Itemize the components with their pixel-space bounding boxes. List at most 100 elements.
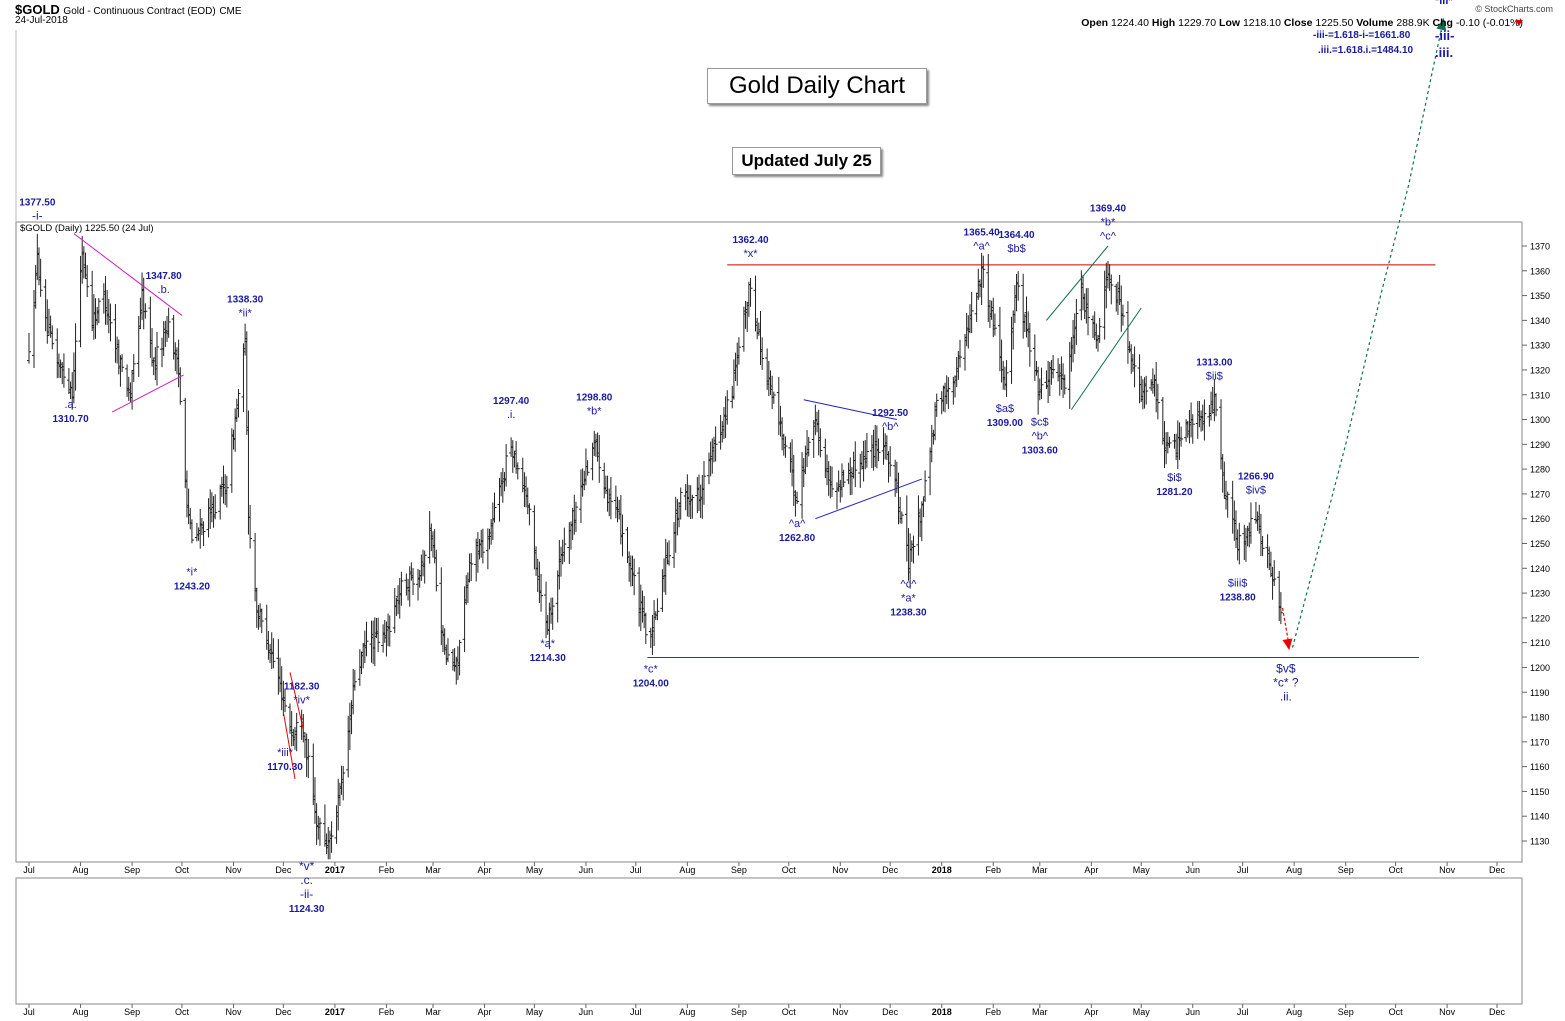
y-tick-label: 1360 <box>1530 266 1550 276</box>
x-tick-label: Sep <box>124 1007 140 1017</box>
y-tick-label: 1230 <box>1530 589 1550 599</box>
wave-annotation-label: $i$ <box>1167 472 1182 484</box>
ohlc-bar <box>736 337 741 365</box>
wave-annotation-label: 1238.80 <box>1220 592 1257 603</box>
ohlc-bar <box>992 313 997 336</box>
x-tick-label: 2018 <box>932 865 952 875</box>
x-tick-label: Nov <box>1439 865 1456 875</box>
y-tick-label: 1180 <box>1530 713 1549 723</box>
ohlc-bar <box>61 353 66 388</box>
y-tick-label: 1290 <box>1530 440 1550 450</box>
x-tick-label: Nov <box>1439 1007 1456 1017</box>
x-tick-label: Oct <box>175 1007 190 1017</box>
x-tick-label: Mar <box>425 1007 441 1017</box>
ohlc-bar <box>1179 426 1184 447</box>
x-tick-label: Sep <box>731 865 747 875</box>
x-tick-label: Aug <box>1286 865 1302 875</box>
stockcharts-credit[interactable]: © StockCharts.com <box>1475 4 1553 14</box>
ohlc-bar <box>958 339 963 368</box>
ohlc-bar <box>387 615 392 647</box>
x-tick-label: May <box>526 865 544 875</box>
x-tick-label: Dec <box>275 1007 292 1017</box>
y-tick-label: 1160 <box>1530 762 1549 772</box>
wave-annotation-label: 1313.00 <box>1196 357 1233 368</box>
ohlc-bar <box>678 487 683 520</box>
ohlc-bar <box>38 258 43 297</box>
ohlc-bar <box>364 621 369 657</box>
ohlc-bar <box>515 462 520 480</box>
wave-annotation-label: 1377.50 <box>19 197 56 208</box>
x-tick-label: Jul <box>1237 865 1249 875</box>
y-tick-label: 1150 <box>1530 787 1549 797</box>
y-tick-label: 1130 <box>1530 837 1549 847</box>
x-tick-label: Feb <box>986 865 1002 875</box>
wave-annotation-label: 1124.30 <box>289 904 325 915</box>
ohlc-bar <box>1167 436 1172 448</box>
ohlc-bar <box>969 292 974 333</box>
ohlc-bar <box>294 712 299 752</box>
x-tick-label: Mar <box>1032 1007 1048 1017</box>
x-tick-label: Aug <box>679 865 695 875</box>
x-tick-label: Apr <box>478 865 492 875</box>
x-tick-label: Oct <box>175 865 190 875</box>
wave-annotation-label: 1281.20 <box>1156 487 1193 498</box>
x-tick-label: Aug <box>73 865 89 875</box>
x-tick-label: Dec <box>882 1007 899 1017</box>
ohlc-bar <box>1278 592 1283 625</box>
wave-annotation-label: -i- <box>32 208 43 222</box>
volume-label: Volume <box>1356 17 1394 29</box>
ohlc-bar <box>829 466 834 497</box>
ohlc-bar <box>1260 535 1265 557</box>
wave-annotation-label: .a. <box>64 399 76 411</box>
wave-annotation-label: .i. <box>507 409 516 421</box>
volume-value: 288.9K <box>1396 17 1430 29</box>
wave-annotation-label: 1262.80 <box>779 533 816 544</box>
ohlc-bar <box>853 441 858 488</box>
chart-date: 24-Jul-2018 <box>15 15 68 26</box>
trendline-magenta <box>73 233 183 316</box>
wave-annotation-label: *x* <box>743 248 758 260</box>
wave-annotation-label: 1369.40 <box>1090 203 1127 214</box>
chg-value: -0.10 (-0.01%) <box>1455 17 1523 29</box>
ohlc-bar <box>1051 355 1056 379</box>
ohlc-bar <box>201 521 206 546</box>
wave-annotation-label: 1364.40 <box>998 230 1035 241</box>
x-tick-label: Jun <box>579 865 594 875</box>
ohlc-bar <box>306 738 311 779</box>
wave-annotation-label: *v* <box>299 859 315 873</box>
y-tick-label: 1320 <box>1530 365 1550 375</box>
ohlc-bar <box>1086 287 1091 336</box>
ohlc-bar <box>480 528 485 564</box>
low-value: 1218.10 <box>1242 17 1281 29</box>
wave-annotation-label: 1297.40 <box>493 396 530 407</box>
ticker-description: Gold - Continuous Contract (EOD) <box>63 6 216 17</box>
wave-annotation-label: 1310.70 <box>52 414 89 425</box>
wave-annotation-label: 1298.80 <box>576 393 613 404</box>
ohlc-bar <box>1027 322 1032 367</box>
ohlc-bar <box>818 428 823 458</box>
y-tick-label: 1310 <box>1530 390 1550 400</box>
y-tick-label: 1250 <box>1530 539 1550 549</box>
y-tick-label: 1190 <box>1530 688 1549 698</box>
y-tick-label: 1240 <box>1530 564 1550 574</box>
ohlc-bar <box>806 436 811 457</box>
ohlc-bar <box>562 527 567 562</box>
chart-title-box: Gold Daily Chart <box>707 68 927 104</box>
projection-label: *iii* <box>1435 0 1453 7</box>
ohlc-bar <box>748 277 753 307</box>
wave-annotation-label: $c$ <box>1031 417 1049 429</box>
ohlc-bar <box>1074 298 1079 345</box>
ohlc-bar <box>50 325 55 350</box>
x-tick-label: 2017 <box>325 865 345 875</box>
ohlc-bar <box>876 438 881 462</box>
ohlc-bar <box>527 503 532 526</box>
high-label: High <box>1151 17 1176 29</box>
ohlc-bar <box>329 821 334 853</box>
trendline-blue <box>803 399 897 421</box>
y-tick-label: 1370 <box>1530 242 1550 252</box>
ohlc-bar <box>701 460 706 505</box>
wave-annotation-label: ^a^ <box>789 518 806 530</box>
x-tick-label: Oct <box>1389 865 1404 875</box>
wave-annotation-label: ^c^ <box>1100 230 1117 242</box>
